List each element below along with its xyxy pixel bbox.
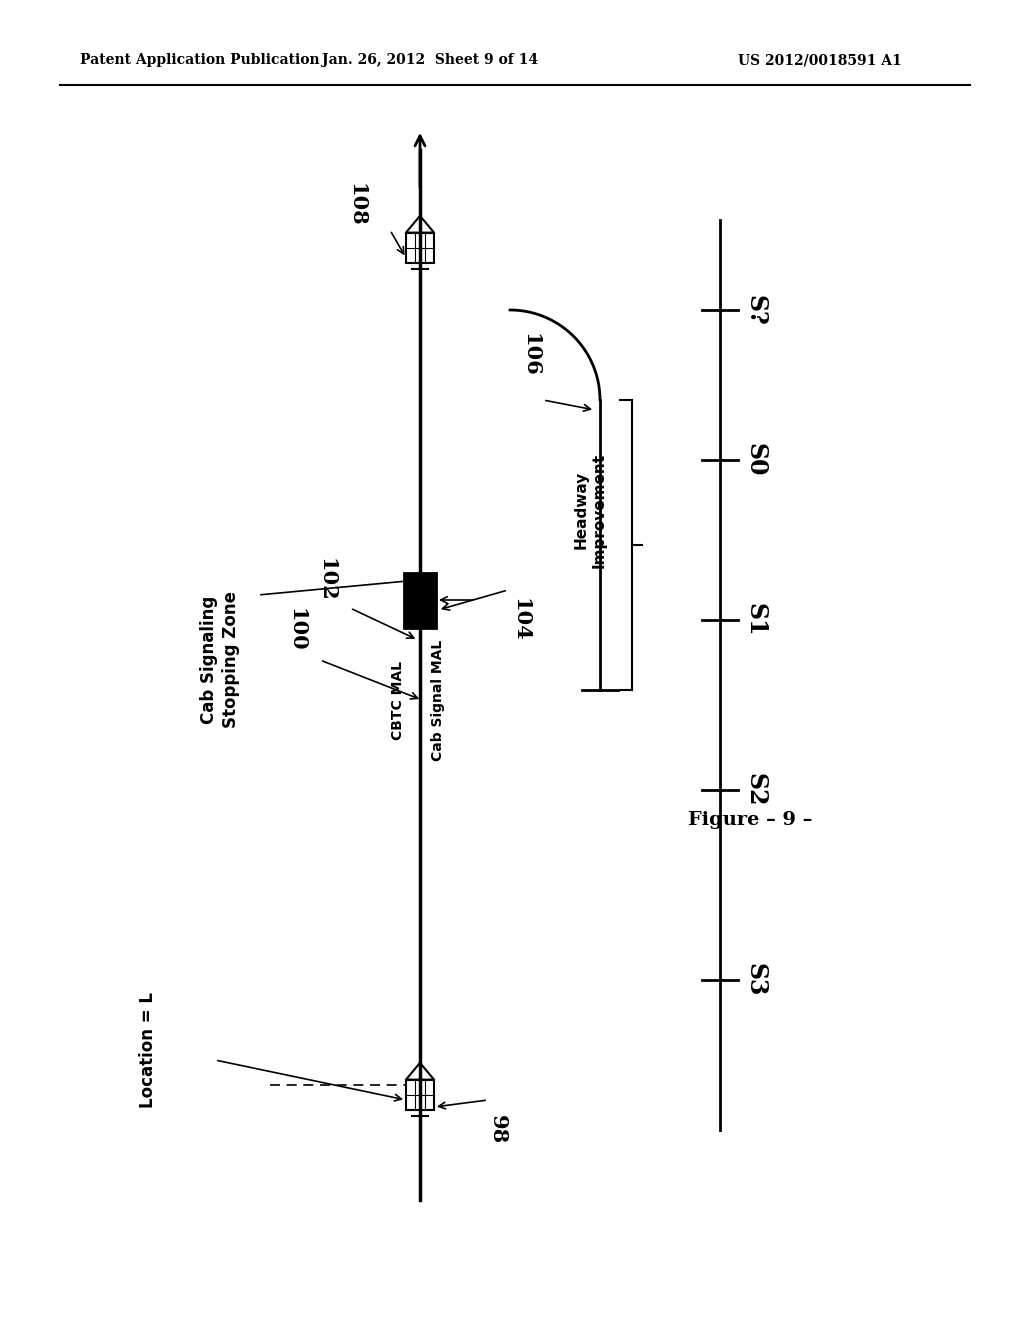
Text: Location = L: Location = L <box>139 993 157 1107</box>
Polygon shape <box>406 1063 434 1080</box>
Text: Figure – 9 –: Figure – 9 – <box>688 810 812 829</box>
Text: 104: 104 <box>510 598 530 642</box>
Text: S2: S2 <box>743 774 767 807</box>
Polygon shape <box>406 215 434 232</box>
Text: 102: 102 <box>316 558 336 602</box>
Text: 100: 100 <box>286 609 306 652</box>
Text: CBTC MAL: CBTC MAL <box>391 660 406 739</box>
Text: S3: S3 <box>743 964 767 997</box>
Text: 106: 106 <box>520 333 540 378</box>
Text: S1: S1 <box>743 603 767 636</box>
Text: Cab Signal MAL: Cab Signal MAL <box>431 639 445 760</box>
Text: Cab Signaling
Stopping Zone: Cab Signaling Stopping Zone <box>200 591 240 729</box>
Text: Jan. 26, 2012  Sheet 9 of 14: Jan. 26, 2012 Sheet 9 of 14 <box>322 53 538 67</box>
Bar <box>404 573 436 627</box>
Bar <box>406 1080 434 1110</box>
Text: US 2012/0018591 A1: US 2012/0018591 A1 <box>738 53 902 67</box>
Text: Headway
Improvement: Headway Improvement <box>573 453 607 568</box>
Text: 98: 98 <box>488 1115 508 1144</box>
Text: 108: 108 <box>346 183 366 227</box>
Text: S0: S0 <box>743 444 767 477</box>
Text: Patent Application Publication: Patent Application Publication <box>80 53 319 67</box>
Bar <box>406 232 434 264</box>
Text: S?: S? <box>743 294 767 326</box>
